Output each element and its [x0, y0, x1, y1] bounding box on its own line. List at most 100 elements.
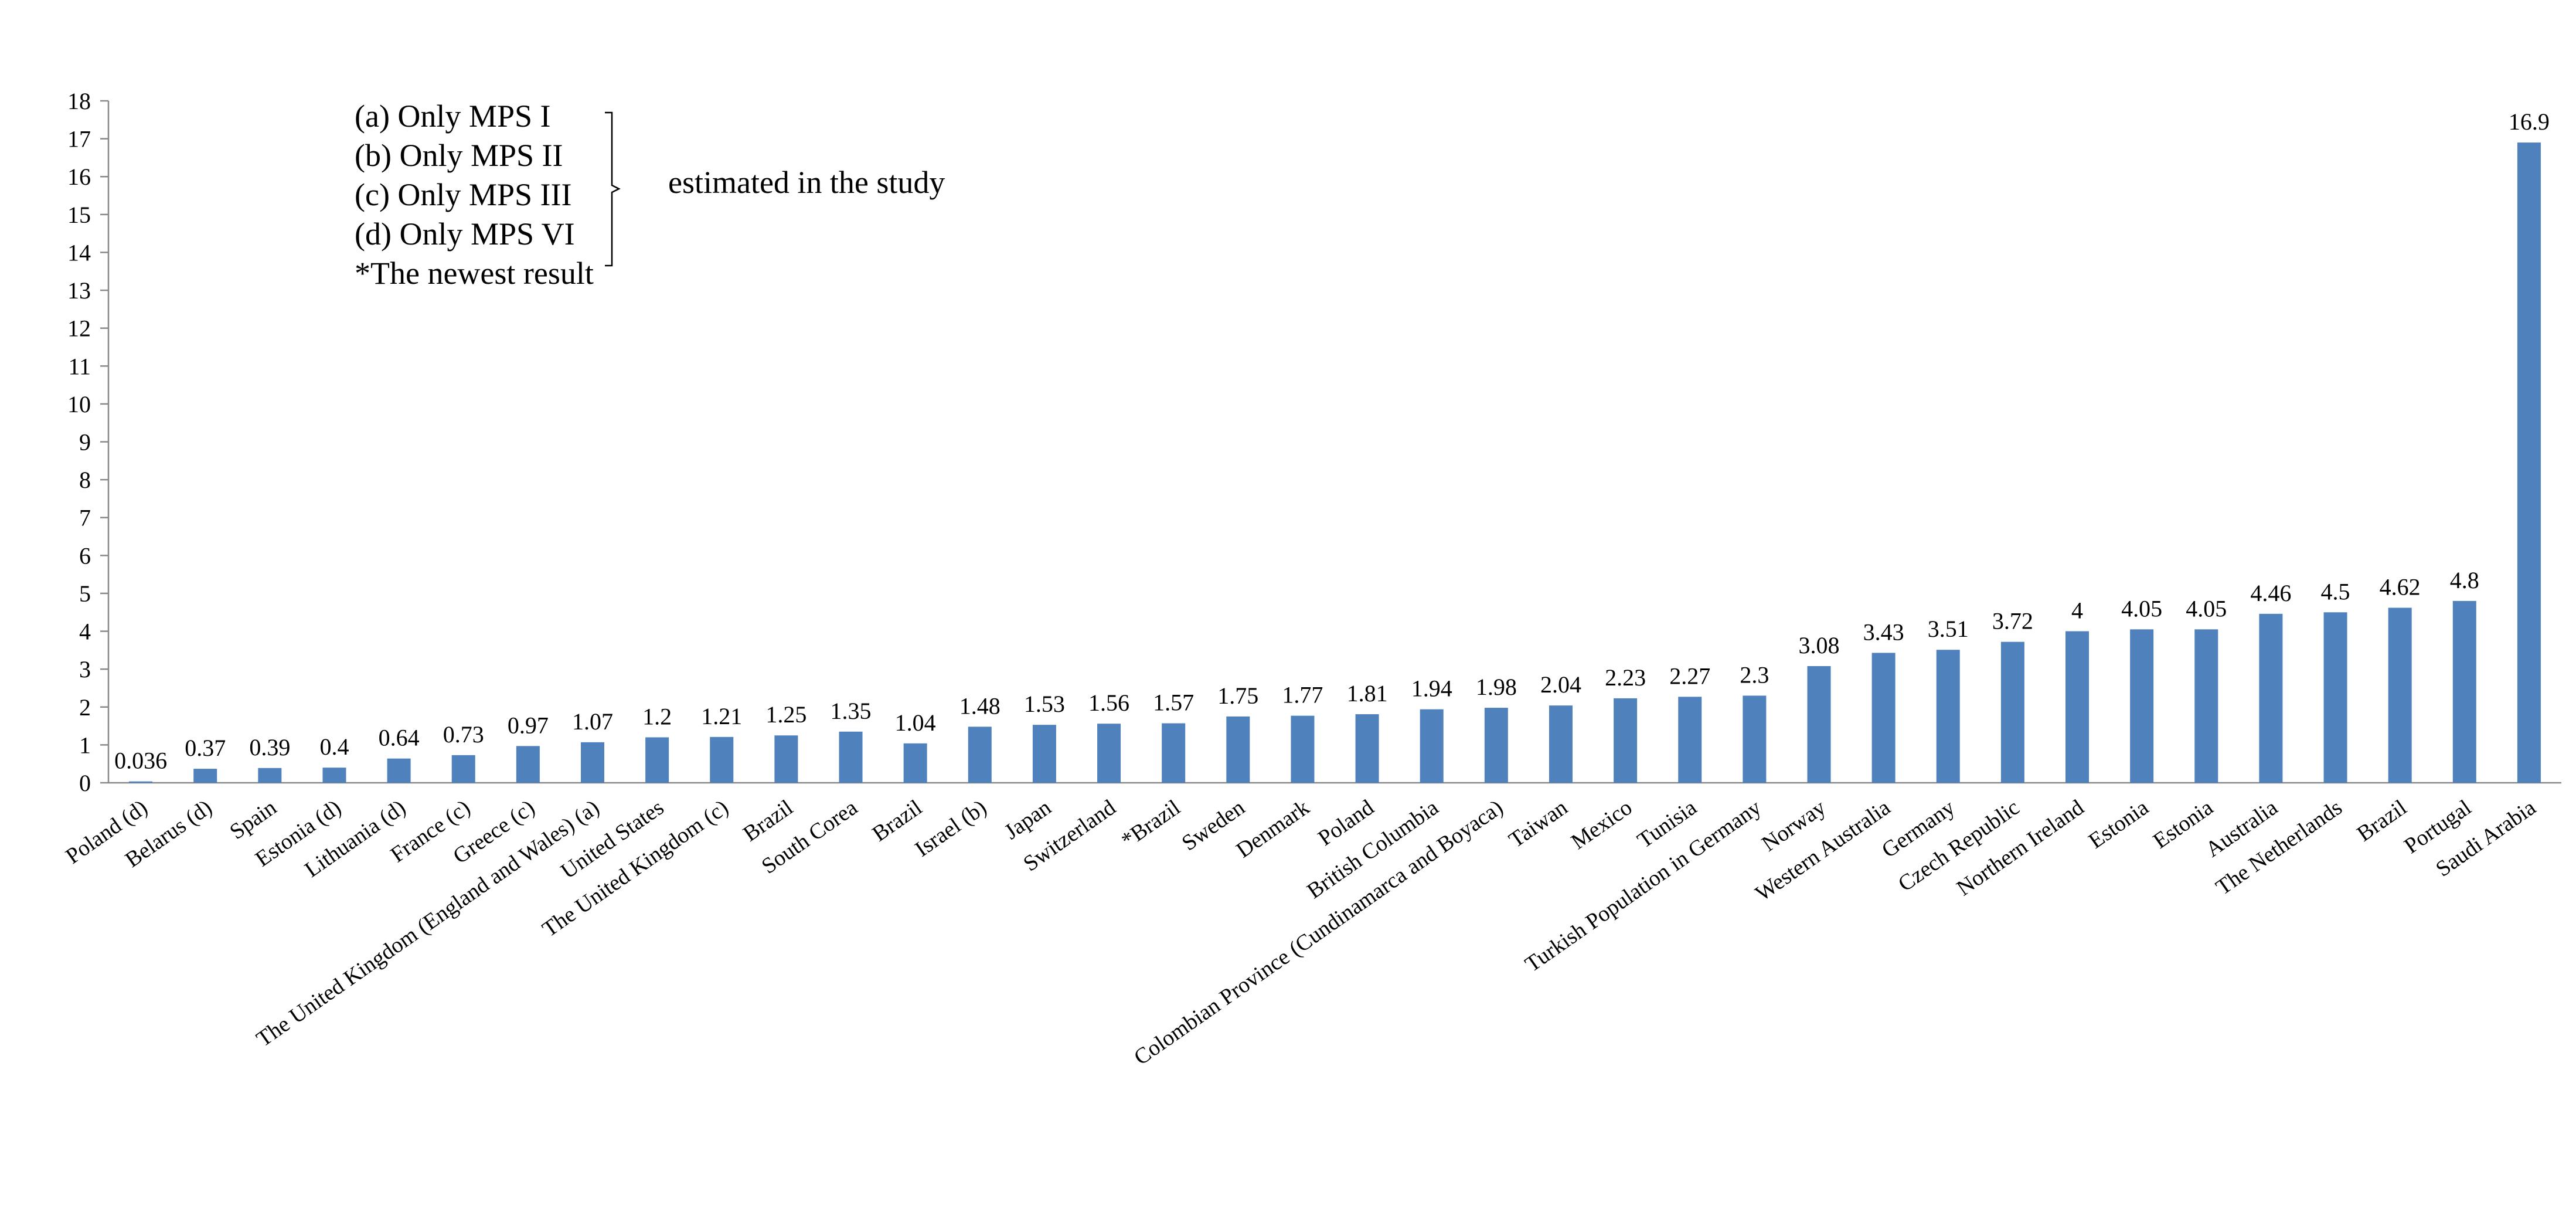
y-tick-label: 12	[67, 315, 91, 342]
legend-item-d: (d) Only MPS VI	[355, 216, 575, 252]
legend-bracket-note: estimated in the study	[668, 165, 945, 200]
data-label: 1.07	[572, 708, 613, 735]
bar	[451, 755, 475, 783]
bar	[1097, 724, 1121, 783]
y-tick-label: 14	[67, 239, 91, 266]
data-label: 0.39	[249, 734, 290, 761]
bar	[1484, 708, 1508, 783]
data-label: 16.9	[2509, 108, 2550, 135]
data-label: 3.08	[1798, 632, 1839, 658]
bar	[129, 781, 153, 783]
bar	[2452, 600, 2476, 783]
y-tick-label: 10	[67, 391, 91, 417]
data-label: 1.81	[1347, 680, 1388, 707]
bar	[903, 743, 927, 783]
data-label: 0.036	[114, 748, 167, 774]
bar	[710, 736, 734, 783]
data-label: 4.5	[2321, 578, 2350, 605]
data-label: 1.77	[1282, 682, 1323, 708]
y-tick-label: 7	[79, 505, 91, 531]
data-label: 4.8	[2450, 567, 2479, 593]
bar	[1355, 714, 1379, 783]
data-label: 1.94	[1411, 675, 1452, 702]
x-tick-label: Israel (b)	[911, 795, 991, 862]
bar	[2194, 629, 2218, 783]
data-label: 2.27	[1669, 663, 1710, 689]
x-tick-label: Mexico	[1567, 795, 1636, 854]
y-tick-label: 9	[79, 429, 91, 456]
data-label: 4.46	[2250, 580, 2291, 606]
bar	[645, 737, 669, 783]
data-label: 4.05	[2121, 595, 2162, 622]
data-label: 3.72	[1992, 608, 2033, 634]
y-tick-label: 16	[67, 164, 91, 190]
y-tick-label: 17	[67, 126, 91, 152]
bar	[1807, 666, 1831, 783]
bar	[1226, 716, 1250, 783]
data-label: 2.3	[1740, 661, 1769, 688]
bar	[2259, 613, 2283, 783]
bar	[839, 731, 863, 783]
x-tick-label: Taiwan	[1505, 795, 1572, 853]
bar	[1162, 723, 1186, 783]
y-tick-label: 0	[79, 770, 91, 796]
bar	[322, 768, 346, 783]
bar	[1936, 650, 1960, 783]
legend-item-c: (c) Only MPS III	[355, 177, 572, 212]
bar	[2517, 142, 2541, 783]
bar	[2388, 607, 2412, 783]
x-tick-label: Estonia	[2084, 795, 2153, 854]
data-label: 0.97	[508, 712, 549, 738]
bar	[774, 735, 798, 783]
data-label: 0.73	[443, 721, 484, 748]
bar	[1549, 705, 1573, 783]
y-tick-label: 15	[67, 202, 91, 228]
bar	[1871, 653, 1896, 783]
y-tick-label: 11	[68, 353, 91, 379]
bar	[2000, 641, 2024, 783]
y-tick-label: 5	[79, 580, 91, 607]
y-tick-label: 13	[67, 277, 91, 304]
y-tick-label: 4	[79, 619, 91, 645]
data-label: 4.05	[2186, 595, 2227, 622]
x-tick-label: *Brazil	[1117, 795, 1185, 853]
data-label: 3.51	[1928, 616, 1969, 642]
bar	[2065, 631, 2090, 783]
legend-item-b: (b) Only MPS II	[355, 138, 563, 173]
bar	[968, 726, 992, 783]
data-label: 1.25	[765, 701, 807, 728]
bars	[129, 142, 2541, 783]
data-label: 4.62	[2380, 573, 2421, 600]
data-label: 1.35	[831, 698, 872, 724]
y-tick-label: 3	[79, 656, 91, 683]
data-label: 1.53	[1024, 691, 1065, 717]
data-label: 1.56	[1088, 690, 1129, 716]
value-labels: 0.036 0.37 0.39 0.4 0.64 0.73 0.97 1.07 1.2 1.21 1…	[114, 108, 2550, 774]
y-tick-label: 18	[67, 88, 91, 114]
bar	[1614, 698, 1638, 783]
bar	[580, 742, 604, 783]
data-label: 1.2	[642, 703, 672, 729]
bar	[1743, 695, 1767, 783]
bar	[1032, 725, 1056, 783]
bar	[193, 769, 217, 783]
bar	[2130, 629, 2154, 783]
data-label: 4	[2071, 597, 2083, 624]
y-tick-label: 2	[79, 694, 91, 721]
data-label: 2.23	[1605, 664, 1646, 691]
legend-footnote: *The newest result	[355, 256, 594, 291]
legend-item-a: (a) Only MPS I	[355, 99, 551, 134]
bar	[387, 758, 411, 783]
data-label: 0.4	[319, 734, 349, 760]
data-label: 2.04	[1540, 671, 1581, 698]
data-label: 1.57	[1153, 690, 1194, 716]
bar	[1291, 715, 1315, 783]
bar	[1420, 709, 1444, 783]
data-label: 0.37	[185, 735, 226, 761]
bar	[2323, 612, 2347, 783]
bar	[516, 746, 540, 783]
data-label: 3.43	[1863, 619, 1904, 645]
legend-bracket	[605, 111, 621, 267]
